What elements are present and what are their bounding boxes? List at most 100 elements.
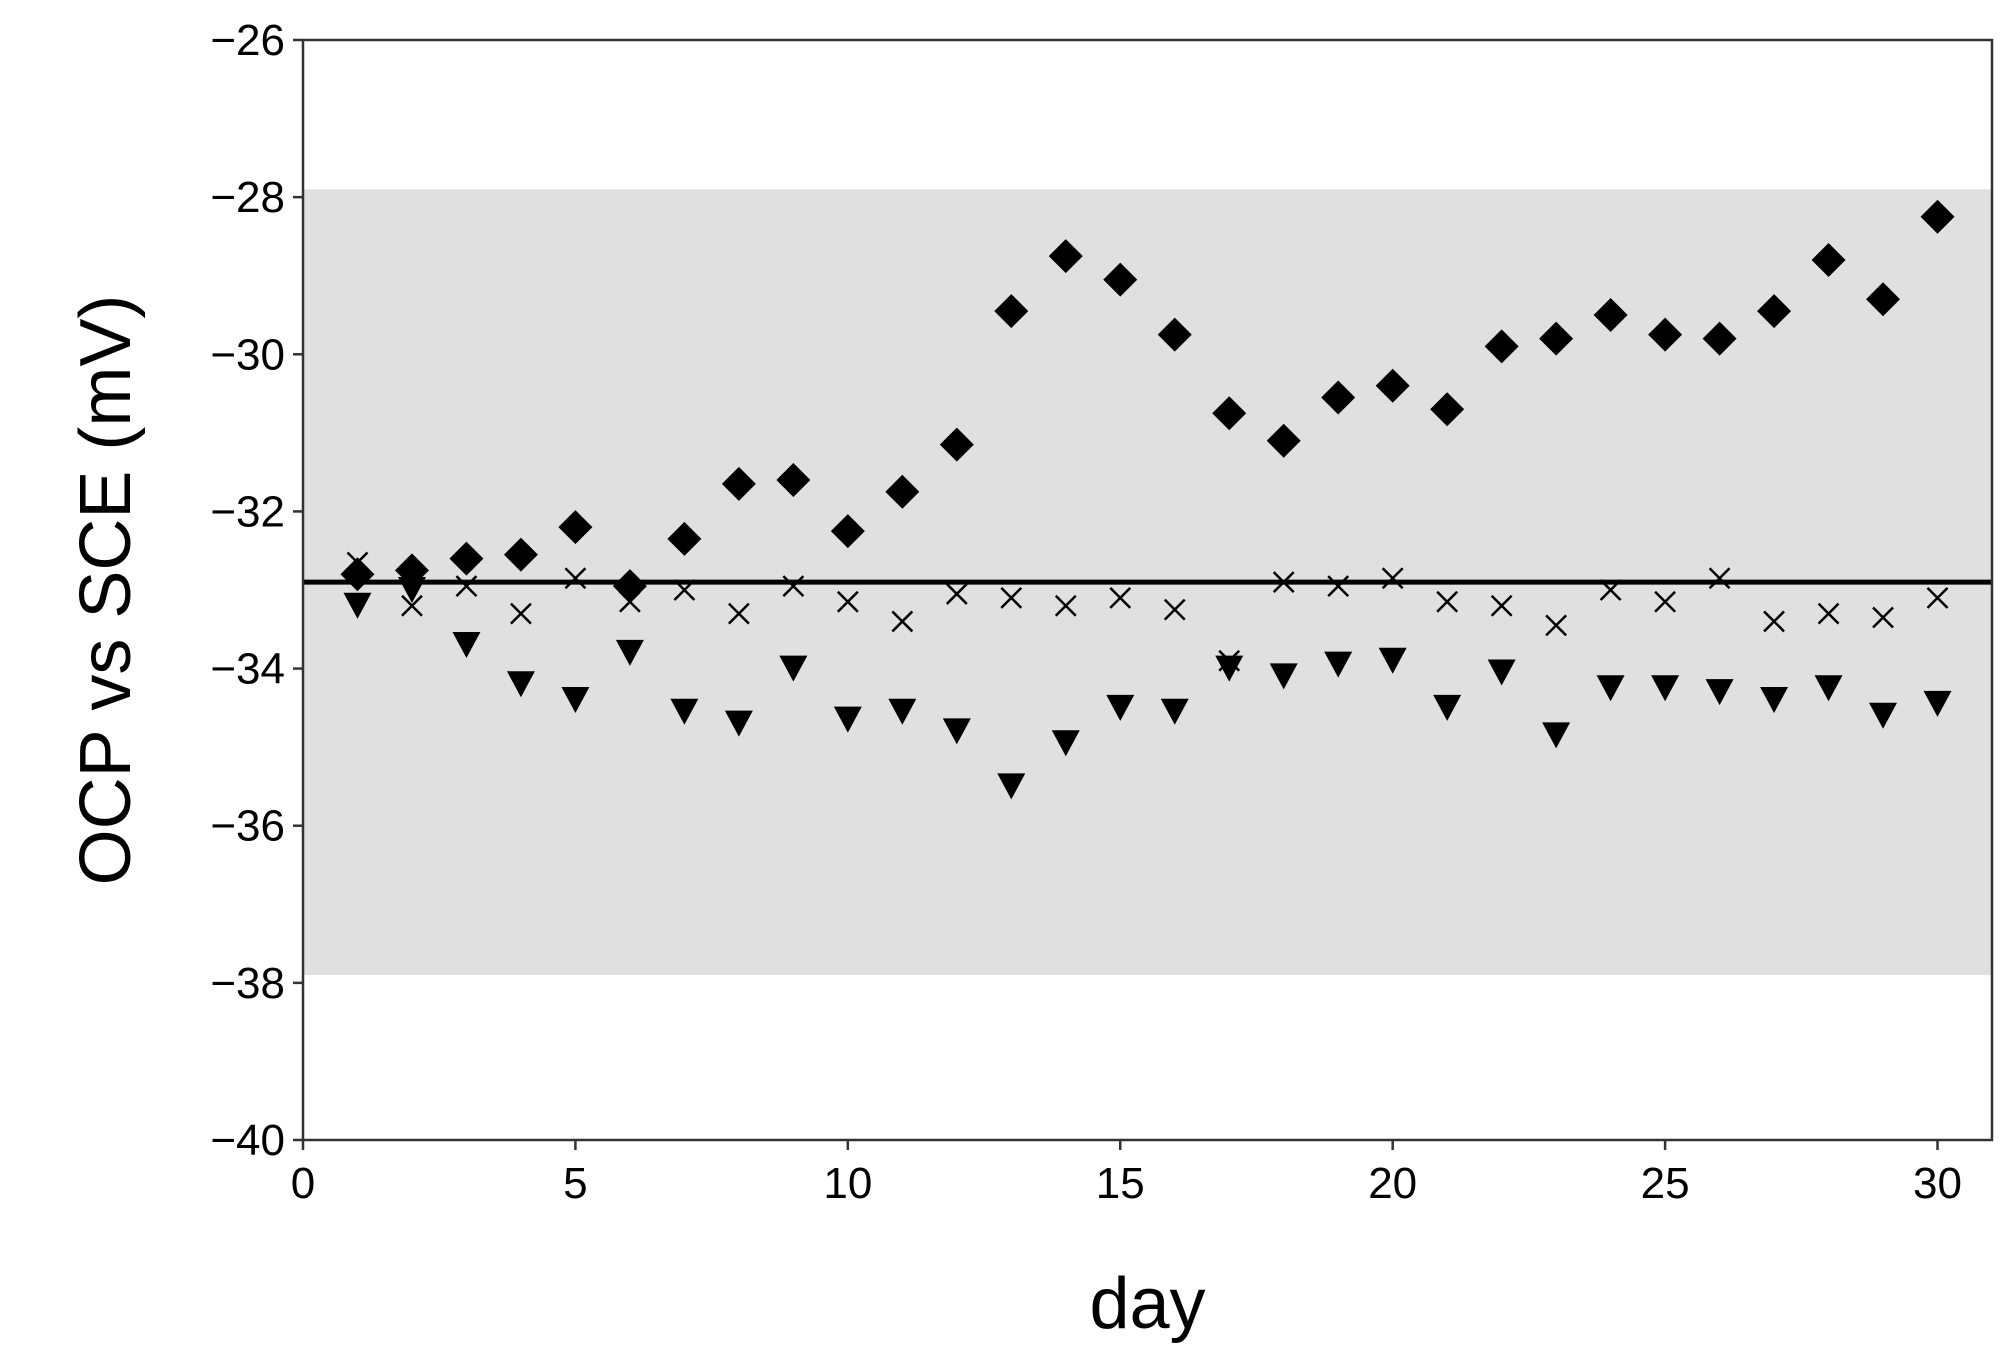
diamond-marker (776, 463, 811, 497)
x-marker (564, 567, 587, 590)
triangle-down-marker (670, 698, 699, 725)
triangle-down-marker (1487, 659, 1516, 686)
y-tick-label: −40 (210, 1116, 285, 1165)
diamond-marker (1920, 199, 1955, 234)
diamond-marker (1321, 380, 1356, 415)
diamond-marker (885, 474, 920, 509)
diamond-marker (830, 514, 865, 549)
x-tick-label: 0 (291, 1159, 315, 1208)
x-tick-label: 15 (1096, 1159, 1145, 1208)
triangle-down-marker (452, 632, 481, 658)
x-axis-title: day (1089, 1264, 1205, 1344)
triangle-down-marker (1814, 675, 1843, 702)
y-tick-label: −34 (210, 645, 285, 694)
y-tick-label: −36 (210, 802, 285, 851)
y-tick-label: −32 (210, 487, 285, 536)
x-marker (1000, 586, 1023, 609)
triangle-down-marker (1269, 663, 1298, 690)
triangle-down-marker (343, 592, 372, 619)
x-marker (619, 590, 641, 613)
x-marker (1872, 606, 1894, 629)
diamond-marker (667, 521, 702, 556)
diamond-marker (1048, 239, 1083, 274)
x-marker (782, 575, 805, 597)
triangle-down-marker (1106, 694, 1135, 721)
axis-ticks: 0 5 10 15 20 25 30 −40 −38 −36 −34 −32 −30 −28 −26 (210, 16, 1962, 1208)
diamond-marker (1430, 392, 1465, 427)
triangle-down-marker (1923, 690, 1952, 717)
diamond-marker (1539, 321, 1574, 356)
data-markers (340, 199, 1955, 800)
diamond-marker (1484, 329, 1519, 364)
triangle-down-marker (1433, 694, 1462, 721)
x-marker (1599, 579, 1622, 601)
x-marker (1109, 586, 1132, 609)
triangle-down-marker (1760, 687, 1789, 713)
y-tick-label: −28 (210, 173, 285, 222)
triangle-down-marker (561, 687, 590, 713)
x-marker (1163, 598, 1186, 621)
diamond-marker (1866, 282, 1901, 317)
x-tick-label: 25 (1641, 1159, 1690, 1208)
x-tick-label: 10 (823, 1159, 872, 1208)
triangle-down-marker (1324, 651, 1353, 678)
diamond-marker (721, 466, 756, 501)
x-marker (1436, 590, 1459, 613)
x-marker (1327, 575, 1350, 597)
triangle-down-marker (724, 710, 753, 737)
diamond-marker (1702, 321, 1737, 356)
x-marker (945, 583, 968, 605)
triangle-down-marker (1596, 675, 1625, 702)
diamond-marker (558, 510, 593, 545)
triangle-down-marker (1051, 730, 1080, 757)
diamond-marker (1648, 317, 1683, 352)
plot-frame (301, 38, 1994, 1142)
x-marker (1490, 594, 1513, 617)
triangle-down-marker (1215, 655, 1244, 682)
x-marker (1381, 567, 1404, 590)
diamond-marker (503, 537, 538, 572)
y-tick-label: −26 (210, 16, 285, 65)
triangle-down-marker (506, 671, 535, 698)
x-marker (401, 594, 423, 617)
triangle-down-marker (1160, 698, 1189, 725)
x-tick-label: 20 (1368, 1159, 1417, 1208)
x-marker (1926, 586, 1949, 609)
x-marker (836, 590, 859, 613)
diamond-marker (1157, 317, 1192, 352)
x-marker (673, 579, 696, 601)
diamond-marker (340, 557, 375, 592)
diamond-marker (1811, 243, 1846, 277)
x-marker (891, 610, 914, 633)
diamond-marker (1212, 396, 1247, 431)
y-tick-label: −38 (210, 959, 285, 1008)
triangle-down-marker (779, 655, 808, 682)
triangle-down-marker (1542, 722, 1571, 749)
x-marker (1054, 594, 1077, 617)
triangle-down-marker (1705, 679, 1734, 706)
triangle-down-marker (397, 577, 426, 603)
x-marker (346, 551, 369, 574)
triangle-down-marker (1378, 647, 1407, 674)
x-marker (455, 575, 478, 597)
diamond-marker (1375, 368, 1410, 403)
diamond-marker (449, 541, 484, 576)
y-axis-title: OCP vs SCE (mV) (66, 295, 146, 886)
triangle-down-marker (1869, 702, 1898, 729)
x-marker (1708, 567, 1731, 590)
x-marker (510, 602, 532, 625)
triangle-down-marker (888, 698, 917, 725)
triangle-down-marker (615, 639, 644, 666)
diamond-marker (1593, 298, 1628, 332)
x-marker (1763, 610, 1785, 633)
x-marker (1545, 614, 1568, 637)
x-tick-label: 30 (1913, 1159, 1962, 1208)
triangle-down-marker (833, 706, 862, 733)
diamond-marker (1757, 294, 1792, 329)
x-marker (1817, 602, 1840, 625)
triangle-down-marker (1651, 675, 1680, 702)
x-marker (727, 602, 750, 625)
x-tick-label: 5 (563, 1159, 587, 1208)
diamond-marker (994, 294, 1029, 329)
